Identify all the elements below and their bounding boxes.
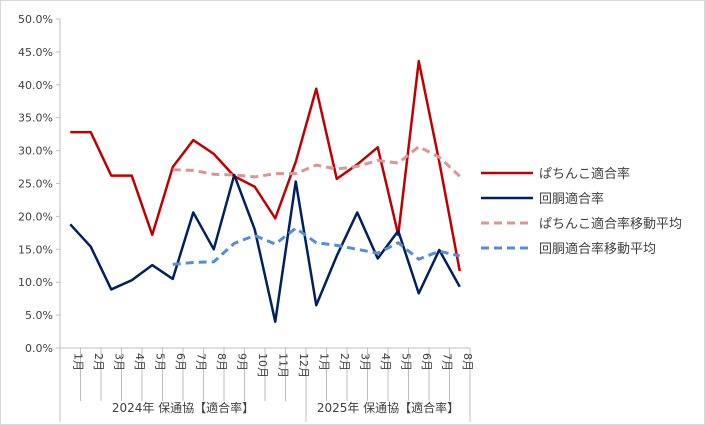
- x-category-label: 3月: [112, 353, 125, 371]
- y-tick-label: 45.0%: [18, 46, 53, 59]
- legend-label-1: ぱちんこ適合率: [539, 166, 630, 182]
- series-line-1: [70, 59, 461, 272]
- series-line-2: [69, 173, 461, 323]
- x-category-label: 10月: [256, 353, 269, 378]
- y-tick-label: 35.0%: [18, 112, 53, 125]
- y-tick-label: 15.0%: [18, 243, 53, 256]
- x-category-label: 11月: [276, 353, 289, 378]
- x-category-axis: 1月 2月 3月 4月 5月 6月 7月 8月 9月 10月 11月 12月 1月 2月 3月 4月 5月 6月 7…: [59, 347, 474, 422]
- x-category-label: 1月: [71, 353, 84, 371]
- legend-label-2: 回胴適合率: [539, 191, 604, 207]
- series-line-3: [172, 145, 461, 179]
- x-category-label: 4月: [379, 353, 392, 371]
- y-tick-label: 25.0%: [18, 178, 53, 191]
- y-tick-label: 10.0%: [18, 276, 53, 289]
- x-group-label: 2024年 保通協【適合率】: [112, 400, 254, 415]
- x-category-label: 1月: [317, 353, 330, 371]
- x-category-label: 5月: [399, 353, 412, 371]
- x-category-label: 8月: [461, 353, 474, 371]
- x-category-label: 4月: [133, 353, 146, 371]
- y-tick-label: 20.0%: [18, 210, 53, 223]
- x-category-label: 8月: [215, 353, 228, 371]
- x-category-label: 6月: [174, 353, 187, 371]
- x-category-label: 2月: [338, 353, 351, 371]
- axes-layer: 0.0% 5.0% 10.0% 15.0% 20.0% 25.0% 30.0% 35.0% 40…: [18, 13, 61, 355]
- y-tick-label: 5.0%: [25, 309, 53, 322]
- legend-label-3: ぱちんこ適合率移動平均: [539, 216, 682, 232]
- y-tick-label: 50.0%: [18, 13, 53, 26]
- x-category-label: 12月: [297, 353, 310, 378]
- y-tick-label: 30.0%: [18, 145, 53, 158]
- y-tick-label: 0.0%: [25, 342, 53, 355]
- legend-label-4: 回胴適合率移動平均: [539, 241, 656, 257]
- x-category-label: 9月: [235, 353, 248, 371]
- x-category-label: 2月: [92, 353, 105, 371]
- x-category-label: 3月: [358, 353, 371, 371]
- x-group-label: 2025年 保通協【適合率】: [317, 400, 459, 415]
- x-category-label: 7月: [194, 353, 207, 371]
- x-category-label: 7月: [440, 353, 453, 371]
- y-tick-label: 40.0%: [18, 79, 53, 92]
- series-layer: [69, 59, 461, 323]
- x-category-label: 5月: [153, 353, 166, 371]
- x-category-label: 6月: [420, 353, 433, 371]
- series-line-4: [172, 226, 461, 266]
